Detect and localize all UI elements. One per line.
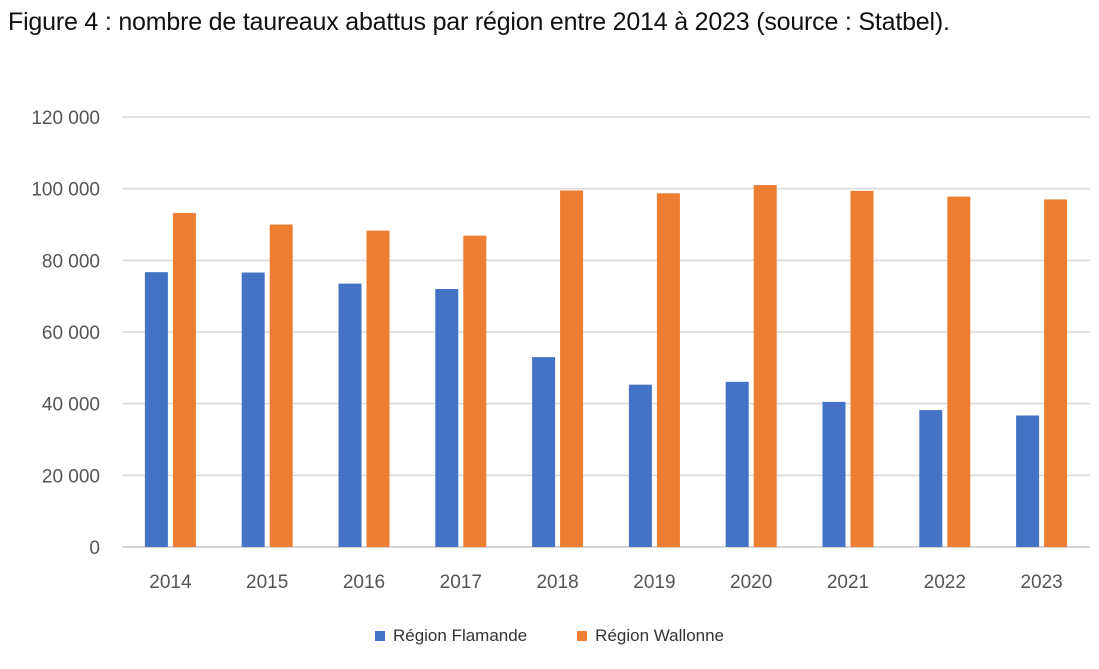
bar-flamande [338, 283, 362, 547]
legend-swatch [577, 631, 588, 641]
bar-flamande [725, 381, 749, 547]
x-tick-label: 2017 [440, 572, 482, 593]
chart-title: Figure 4 : nombre de taureaux abattus pa… [8, 8, 950, 36]
bar-wallonne [366, 230, 390, 547]
bar-wallonne [753, 185, 777, 548]
x-tick-label: 2020 [730, 572, 772, 593]
y-tick-label: 0 [89, 538, 100, 559]
y-tick-label: 40 000 [42, 395, 100, 416]
legend-item: Région Wallonne [577, 626, 724, 646]
bar-wallonne [1044, 199, 1068, 547]
x-tick-label: 2023 [1020, 572, 1062, 593]
bar-flamande [628, 384, 652, 547]
legend-label: Région Wallonne [595, 626, 725, 645]
legend-swatch [374, 631, 385, 641]
bar-wallonne [656, 193, 680, 547]
x-tick-label: 2022 [924, 572, 966, 593]
bar-flamande [241, 272, 265, 547]
x-tick-label: 2018 [536, 572, 578, 593]
bar-flamande [144, 272, 168, 547]
x-tick-label: 2014 [149, 572, 192, 593]
bar-flamande [822, 401, 846, 547]
y-tick-label: 80 000 [42, 251, 100, 272]
x-tick-label: 2016 [343, 572, 385, 593]
y-tick-label: 120 000 [31, 108, 100, 129]
legend-item: Région Flamande [374, 626, 528, 646]
x-tick-label: 2015 [246, 572, 288, 593]
bar-wallonne [269, 224, 293, 547]
y-tick-label: 20 000 [42, 466, 100, 487]
bar-wallonne [947, 196, 971, 548]
y-tick-label: 100 000 [31, 180, 100, 201]
bar-flamande [1016, 415, 1040, 547]
bar-wallonne [172, 213, 196, 548]
x-tick-label: 2021 [827, 572, 869, 593]
x-tick-label: 2019 [633, 572, 675, 593]
bar-flamande [532, 357, 556, 547]
bar-wallonne [463, 235, 487, 547]
legend-label: Région Flamande [392, 626, 528, 645]
bar-flamande [919, 410, 943, 547]
bar-wallonne [850, 190, 874, 548]
bar-wallonne [560, 190, 584, 548]
bar-flamande [435, 289, 459, 547]
chart-legend: Région Flamande Région Wallonne [0, 626, 1099, 646]
y-tick-label: 60 000 [42, 323, 100, 344]
